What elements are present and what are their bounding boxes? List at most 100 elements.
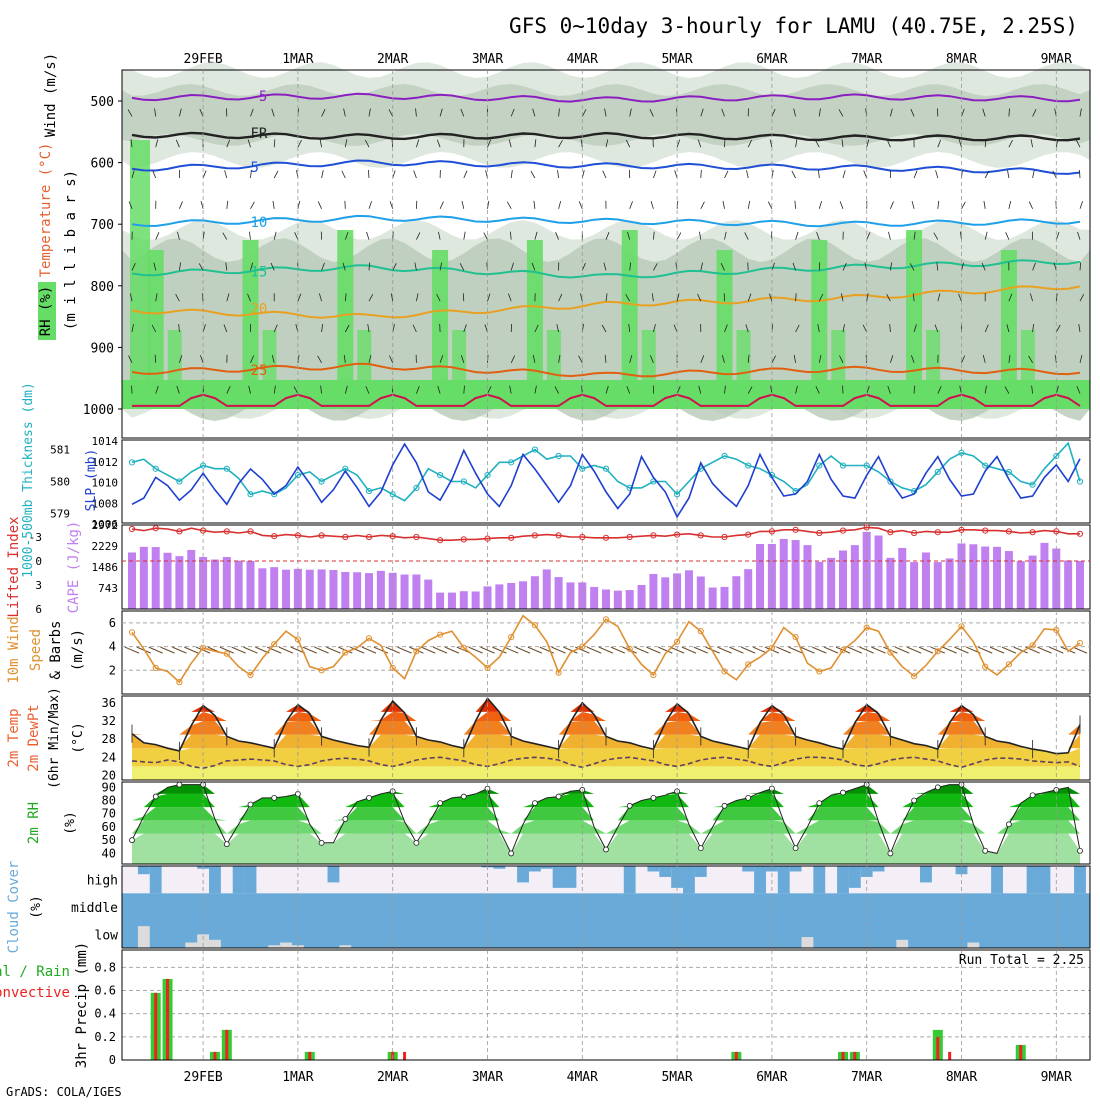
cloud-high-bar — [813, 866, 825, 893]
precip-tick-label: 0.4 — [94, 1007, 116, 1021]
rh-point — [627, 803, 632, 808]
cape-bar — [602, 589, 610, 609]
wind-barb — [172, 647, 186, 653]
ylabel-precip: 3hr Precip (mm) — [74, 942, 90, 1068]
cloud-high-bar — [553, 866, 565, 888]
date-label-top: 2MAR — [377, 52, 408, 67]
cape-bar — [318, 569, 326, 609]
isotherm-label: 5 — [251, 160, 259, 176]
cape-bar — [697, 576, 705, 609]
rh-point — [319, 840, 324, 845]
wind-barb — [943, 647, 957, 653]
wind-barb — [741, 647, 755, 653]
wind-barb — [469, 647, 483, 653]
cloud-high-bar — [659, 866, 671, 877]
cape-bar — [626, 590, 634, 609]
wind-barb — [611, 647, 625, 653]
isotherm-label: 15 — [251, 264, 268, 280]
cape-bar — [187, 550, 195, 609]
temp-tick-label: 32 — [102, 714, 116, 728]
wind-barb — [125, 647, 139, 653]
ylabel-6hr: (6hr Min/Max) — [47, 687, 62, 789]
cape-bar — [590, 587, 598, 609]
cloud-low-bar — [138, 926, 150, 948]
cape-tick-label: 2972 — [92, 519, 119, 532]
footer-credit: GrADS: COLA/IGES — [6, 1085, 122, 1099]
cape-bar — [519, 581, 527, 609]
wind-barb — [161, 647, 175, 653]
ylabel-wind-barbs: & Barbs — [48, 620, 64, 679]
wind-barb — [540, 647, 554, 653]
cloud-high-bar — [150, 866, 162, 893]
cape-bar — [247, 561, 255, 609]
rh-point — [841, 790, 846, 795]
thickness-tick-label: 581 — [50, 444, 70, 457]
cloud-high-bar — [245, 866, 257, 893]
cape-bar — [614, 591, 622, 609]
cape-bar — [1052, 549, 1060, 609]
cape-bar — [412, 575, 420, 609]
precip-convective-bar — [842, 1052, 845, 1060]
cloud-low-bar — [280, 943, 292, 948]
isotherm-label: 25 — [251, 363, 268, 379]
date-label-bottom: 1MAR — [282, 1070, 313, 1085]
rh-point — [248, 802, 253, 807]
slp-tick-label: 1014 — [92, 435, 119, 448]
rh-point — [1030, 793, 1035, 798]
wind-barb — [599, 647, 613, 653]
cloud-high-bar — [695, 866, 707, 877]
precip-convective-bar — [166, 979, 169, 1060]
wind-barb — [824, 647, 838, 653]
wind-barb — [184, 647, 198, 653]
date-label-bottom: 4MAR — [567, 1070, 598, 1085]
rh-point — [817, 801, 822, 806]
cape-bar — [306, 570, 314, 609]
cloud-high-bar — [849, 866, 861, 888]
date-label-top: 4MAR — [567, 52, 598, 67]
date-label-bottom: 3MAR — [472, 1070, 503, 1085]
cape-bar — [436, 593, 444, 609]
ylabel-rh: RH (%) — [38, 286, 54, 337]
date-label-top: 3MAR — [472, 52, 503, 67]
rh-point — [130, 838, 135, 843]
cape-bar — [1029, 556, 1037, 609]
y-tick-label: 800 — [91, 280, 114, 295]
cloud-low-bar — [967, 943, 979, 948]
precip-convective-bar — [735, 1052, 738, 1060]
rh-point — [983, 848, 988, 853]
cape-bar — [792, 540, 800, 609]
rh-point — [438, 801, 443, 806]
cloud-high-bar — [873, 866, 885, 871]
ylabel-wind-unit: (m/s) — [70, 629, 86, 671]
cape-bar — [898, 548, 906, 609]
cape-bar — [329, 570, 337, 609]
date-label-top: 5MAR — [661, 52, 692, 67]
li-tick-label: 0 — [35, 555, 42, 568]
wind-barb — [362, 647, 376, 653]
cape-bar — [377, 571, 385, 609]
rh-point — [651, 795, 656, 800]
temp-tick-label: 36 — [102, 696, 116, 710]
wind-barb — [149, 647, 163, 653]
ylabel-rh-unit: (%) — [63, 811, 78, 834]
upper-wind-barb — [368, 170, 369, 178]
isotherm-label: 10 — [251, 215, 268, 231]
date-label-bottom: 7MAR — [851, 1070, 882, 1085]
temp-tick-label: 28 — [102, 732, 116, 746]
cape-bar — [448, 593, 456, 609]
wind-barb — [907, 647, 921, 653]
wind-barb — [872, 647, 886, 653]
cape-bar — [851, 545, 859, 609]
cape-bar — [875, 536, 883, 609]
wind-barb — [718, 647, 732, 653]
cape-bar — [365, 573, 373, 609]
cloud-high-bar — [837, 866, 849, 893]
panel-frame-slp — [122, 440, 1090, 523]
ylabel-wind-speed: Speed — [28, 629, 44, 671]
cape-bar — [709, 588, 717, 609]
wind-barb — [990, 647, 1004, 653]
cloud-high-bar — [233, 866, 245, 893]
wind-barb — [812, 647, 826, 653]
precip-convective-bar — [154, 993, 157, 1060]
